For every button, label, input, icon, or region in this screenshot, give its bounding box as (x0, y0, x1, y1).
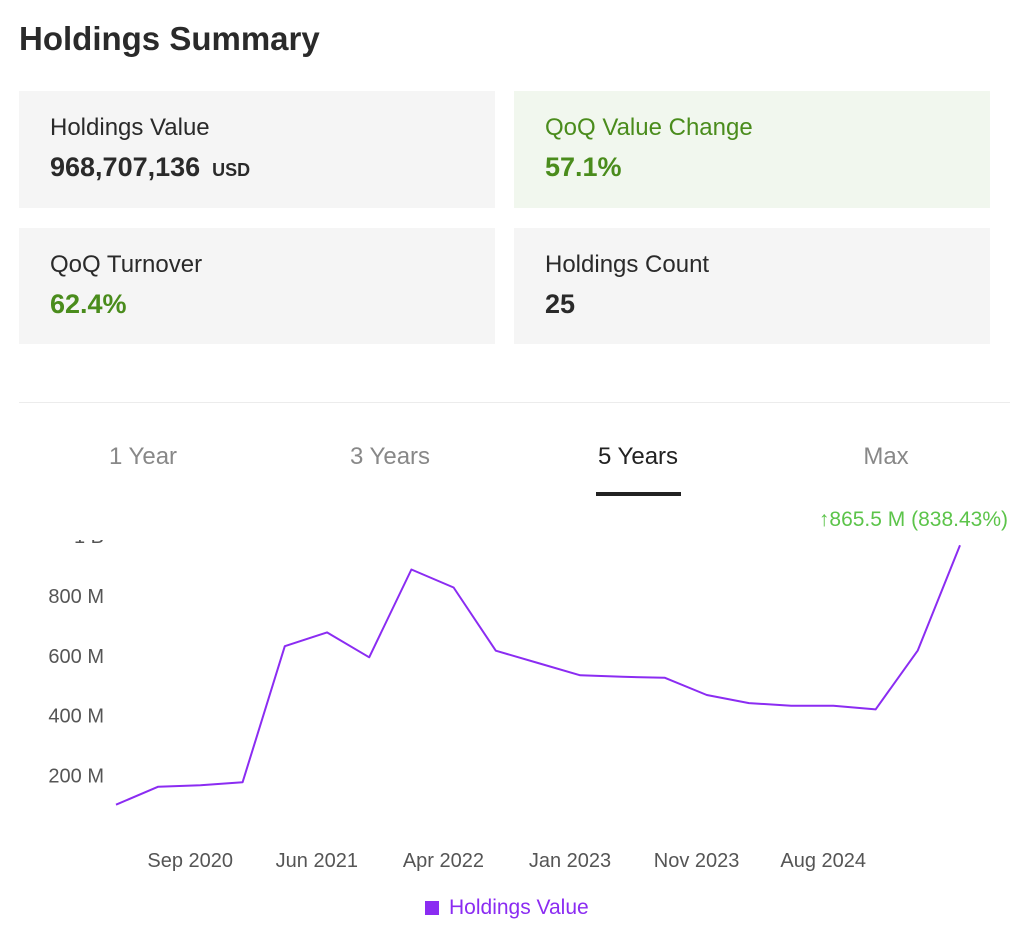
qoq-turnover-amount: 62.4% (50, 289, 127, 319)
holdings-value-unit: USD (212, 160, 251, 180)
x-tick-label: Aug 2024 (780, 850, 866, 872)
holdings-value-number: 968,707,136 (50, 152, 201, 182)
tab-5-years[interactable]: 5 Years (597, 443, 679, 470)
data-point[interactable] (872, 705, 880, 713)
y-tick-label: 200 M (48, 766, 104, 788)
holdings-count-label: Holdings Count (545, 251, 710, 278)
x-tick-label: Apr 2022 (403, 850, 484, 872)
up-arrow-icon: ↑ (818, 508, 830, 531)
period-change-text: 865.5 M (838.43%) (829, 508, 1008, 531)
section-divider (19, 402, 1010, 403)
data-point[interactable] (196, 781, 204, 789)
tab-3-years[interactable]: 3 Years (349, 443, 431, 470)
data-point[interactable] (407, 566, 415, 574)
data-point[interactable] (787, 702, 795, 710)
data-point[interactable] (661, 674, 669, 682)
holdings-value-card: Holdings Value 968,707,136 USD (19, 91, 495, 208)
holdings-count-amount: 25 (545, 289, 576, 319)
chart-legend[interactable]: Holdings Value (425, 896, 589, 920)
data-point[interactable] (956, 541, 964, 549)
data-point[interactable] (239, 778, 247, 786)
x-tick-label: Sep 2020 (147, 850, 233, 872)
active-tab-indicator (596, 492, 681, 496)
data-point[interactable] (323, 628, 331, 636)
period-change: ↑865.5 M (838.43%) (819, 508, 1008, 532)
data-point[interactable] (829, 702, 837, 710)
holdings-value-chart: 200 M 400 M 600 M 800 M 1 B Sep 2020 Jun 2021 A… (48, 540, 964, 872)
y-tick-label: 800 M (48, 586, 104, 608)
y-tick-label: 400 M (48, 706, 104, 728)
qoq-turnover-label: QoQ Turnover (50, 251, 203, 278)
data-point[interactable] (534, 659, 542, 667)
data-point[interactable] (745, 699, 753, 707)
data-point[interactable] (365, 653, 373, 661)
legend-label: Holdings Value (449, 896, 589, 919)
data-point[interactable] (281, 642, 289, 650)
data-point[interactable] (450, 584, 458, 592)
x-tick-label: Nov 2023 (654, 850, 740, 872)
qoq-value-change-amount: 57.1% (545, 152, 622, 182)
qoq-value-change-label: QoQ Value Change (545, 114, 753, 141)
holdings-value-label: Holdings Value (50, 114, 210, 141)
data-point[interactable] (492, 647, 500, 655)
y-tick-label: 600 M (48, 646, 104, 668)
qoq-value-change-card: QoQ Value Change 57.1% (514, 91, 990, 208)
y-tick-label: 1 B (74, 540, 104, 548)
series-line-holdings-value (115, 544, 961, 806)
data-point[interactable] (703, 691, 711, 699)
holdings-value-amount: 968,707,136 USD (50, 151, 495, 186)
data-point[interactable] (576, 671, 584, 679)
qoq-turnover-card: QoQ Turnover 62.4% (19, 228, 495, 344)
holdings-count-card: Holdings Count 25 (514, 228, 990, 344)
data-point[interactable] (154, 783, 162, 791)
data-point[interactable] (112, 801, 120, 809)
data-point[interactable] (618, 673, 626, 681)
x-tick-label: Jun 2021 (276, 850, 358, 872)
x-tick-label: Jan 2023 (529, 850, 611, 872)
legend-swatch (425, 901, 439, 915)
data-point[interactable] (914, 646, 922, 654)
tab-max[interactable]: Max (863, 443, 909, 470)
tab-1-year[interactable]: 1 Year (108, 443, 178, 470)
page-title: Holdings Summary (19, 20, 320, 57)
